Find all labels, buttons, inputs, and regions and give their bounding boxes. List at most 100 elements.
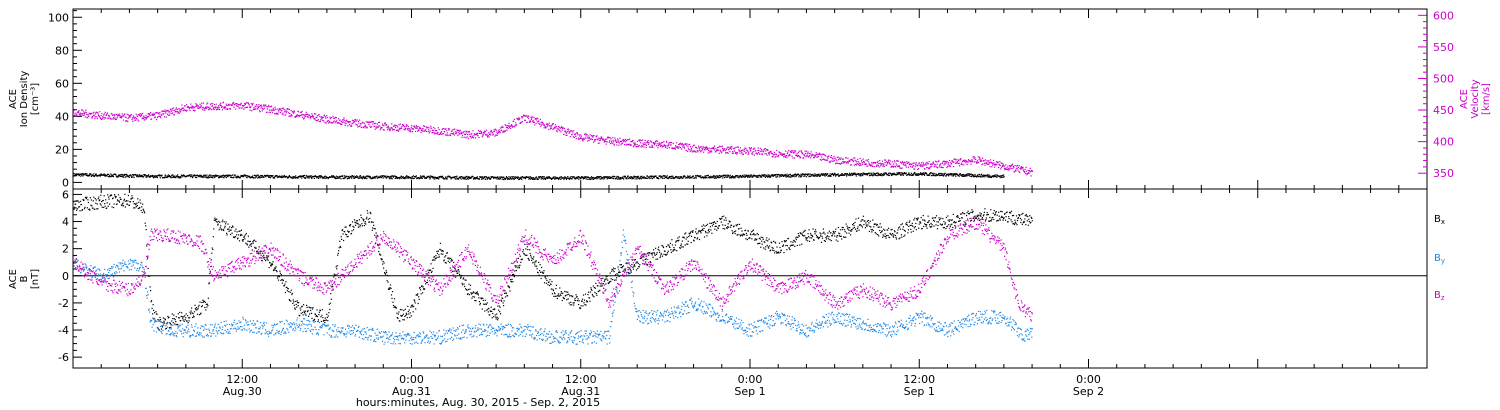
density-series-point	[919, 173, 921, 175]
density-series-point	[293, 177, 295, 179]
bx-series-point	[84, 206, 86, 208]
velocity-series-point	[188, 107, 190, 109]
velocity-series-point	[750, 147, 752, 149]
density-series-point	[426, 177, 428, 179]
bx-series-point	[116, 203, 118, 205]
density-series-point	[433, 176, 435, 178]
density-series-point	[671, 177, 673, 179]
density-series-point	[166, 176, 169, 178]
density-series-point	[945, 175, 947, 177]
velocity-series-point	[126, 113, 128, 115]
velocity-series-point	[118, 113, 120, 115]
density-series-point	[520, 177, 522, 179]
bx-series-point	[91, 205, 93, 207]
density-series-point	[812, 175, 814, 177]
velocity-series-point	[689, 143, 691, 145]
velocity-series-point	[159, 111, 161, 114]
velocity-series-point	[259, 105, 261, 108]
bx-series-point	[99, 199, 101, 201]
velocity-series-point	[125, 117, 127, 119]
velocity-series-point	[798, 150, 800, 152]
velocity-series-point	[791, 150, 794, 152]
velocity-series-point	[690, 147, 692, 150]
velocity-series-point	[1011, 165, 1013, 167]
density-series-point	[468, 176, 470, 178]
velocity-series-point	[472, 130, 474, 132]
velocity-series-point	[576, 132, 578, 134]
velocity-series-point	[884, 162, 886, 164]
density-series-point	[852, 173, 854, 175]
velocity-series-point	[579, 135, 581, 137]
velocity-series-point	[737, 146, 739, 148]
density-series-point	[297, 177, 299, 179]
bx-series-point	[164, 319, 166, 321]
velocity-series-point	[202, 106, 204, 108]
velocity-series-point	[665, 146, 667, 149]
density-series-point	[793, 174, 795, 176]
velocity-series-point	[345, 120, 347, 122]
density-series-point	[575, 178, 577, 180]
velocity-series-point	[539, 123, 541, 125]
velocity-series-point	[552, 123, 554, 125]
velocity-series-point	[210, 108, 213, 111]
density-series-point	[246, 177, 248, 179]
density-series-point	[207, 176, 209, 179]
velocity-series-point	[751, 151, 753, 153]
velocity-series-point	[695, 151, 697, 153]
density-series-point	[942, 174, 944, 177]
velocity-series-point	[138, 120, 140, 122]
velocity-series-point	[854, 159, 856, 161]
density-series-point	[989, 174, 991, 176]
velocity-series-point	[537, 118, 539, 120]
velocity-series-point	[162, 110, 164, 112]
velocity-series-point	[246, 102, 248, 104]
velocity-series-point	[816, 153, 819, 155]
bx-series-point	[99, 203, 101, 205]
density-series-point	[169, 175, 171, 177]
velocity-series-point	[388, 128, 390, 130]
velocity-series-point	[1028, 172, 1030, 174]
velocity-series-point	[257, 107, 259, 109]
density-series-point	[403, 177, 405, 179]
velocity-series-point	[417, 125, 419, 128]
velocity-series-point	[575, 135, 577, 137]
velocity-series-point	[930, 166, 932, 168]
density-series-point	[95, 174, 97, 176]
velocity-series-point	[995, 164, 997, 166]
velocity-series-point	[924, 168, 926, 170]
velocity-series-point	[584, 133, 586, 135]
velocity-series-point	[627, 144, 629, 146]
velocity-series-point	[787, 151, 789, 153]
velocity-series-point	[550, 127, 552, 129]
density-series-point	[739, 175, 741, 177]
velocity-series-point	[514, 124, 516, 126]
velocity-series-point	[167, 114, 169, 116]
velocity-series-point	[389, 129, 392, 131]
density-series-point	[729, 174, 731, 176]
velocity-series-point	[972, 160, 974, 163]
velocity-series-point	[394, 124, 396, 126]
velocity-series-point	[895, 166, 897, 168]
density-series-point	[608, 177, 610, 179]
velocity-series-point	[838, 162, 840, 165]
density-series-point	[390, 176, 392, 178]
velocity-series-point	[356, 119, 358, 121]
density-series-point	[901, 172, 904, 174]
density-series-point	[512, 176, 514, 178]
velocity-series-point	[505, 125, 507, 127]
density-series-point	[586, 178, 588, 180]
velocity-series-point	[153, 114, 155, 116]
density-series-point	[677, 176, 679, 178]
bx-series-point	[79, 200, 82, 202]
velocity-series-point	[555, 127, 557, 129]
bx-series-point	[185, 317, 187, 319]
density-series-point	[796, 174, 798, 176]
density-series-point	[803, 175, 805, 178]
density-series-point	[676, 176, 678, 178]
bx-series-point	[123, 200, 125, 202]
velocity-series-point	[653, 142, 655, 144]
velocity-series-point	[86, 113, 88, 115]
velocity-series-point	[641, 144, 643, 147]
density-series-point	[386, 176, 388, 178]
velocity-series-point	[304, 116, 306, 118]
